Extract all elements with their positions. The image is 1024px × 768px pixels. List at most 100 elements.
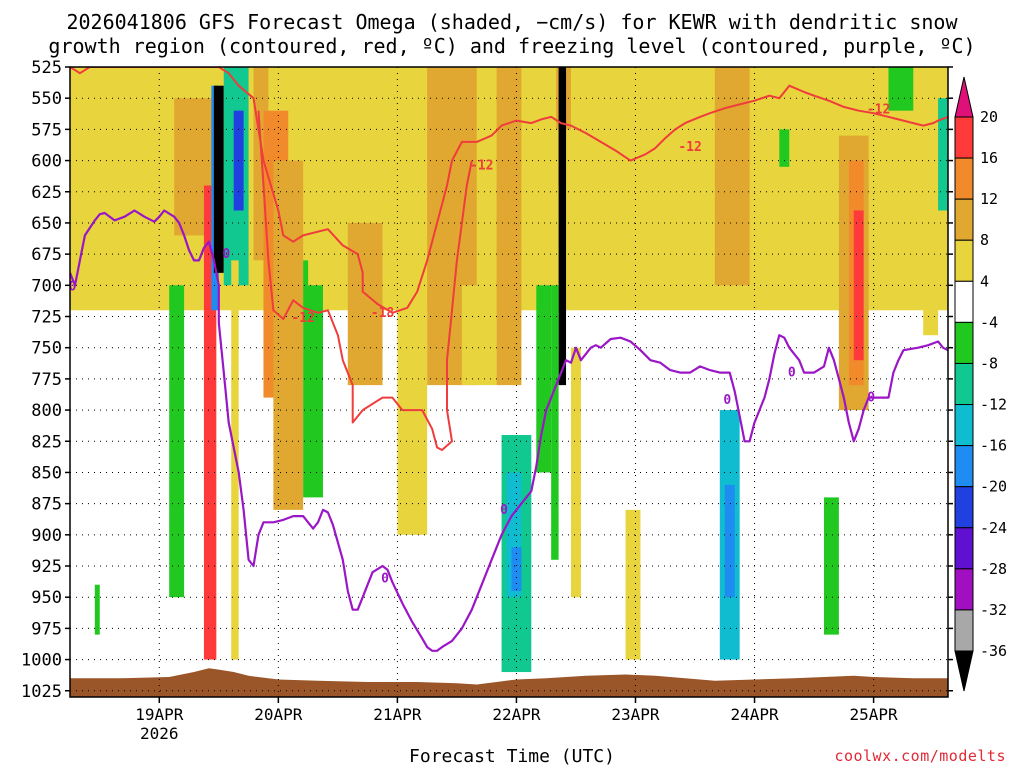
y-tick-label: 800 [31,401,62,421]
axes: 525 550 575 600 625 650 675 700 725 750 775 800 825 8… [21,58,953,743]
y-tick-label: 1025 [21,682,62,702]
omega-region [461,285,497,386]
contour-label: -12 [291,311,314,326]
contour-label: 0 [867,391,875,406]
y-tick-label: 650 [31,214,62,234]
colorbar-bin [954,116,974,159]
colorbar-label: 12 [980,190,998,208]
y-tick-label: 550 [31,89,62,109]
colorbar-label: -12 [980,396,1007,414]
colorbar-label: -16 [980,437,1007,455]
colorbar-bin [954,609,974,652]
contour-label: -18 [371,306,395,321]
colorbar-bin [954,527,974,570]
snow-growth-contour [70,67,948,314]
omega-region [923,285,939,336]
omega-region [625,509,641,660]
chart-title-line-2: growth region (contoured, red, ºC) and f… [48,34,976,58]
credit-text: coolwx.com/modelts [834,747,1006,765]
y-tick-label: 775 [31,370,62,390]
x-tick-label: 24APR [730,705,779,724]
omega-region [94,584,100,635]
colorbar-under-arrow [954,650,974,692]
omega-region [779,129,790,167]
colorbar-label: -24 [980,519,1007,537]
y-tick-label: 750 [31,339,62,359]
snow-growth-contour [257,110,473,451]
colorbar-label: -28 [980,560,1007,578]
contour-label: 0 [723,393,731,408]
omega-region [169,285,185,598]
colorbar-bin [954,445,974,488]
omega-region [558,67,567,386]
omega-region [231,260,239,660]
contour-label: -12 [867,102,890,117]
chart-title-line-1: 2026041806 GFS Forecast Omega (shaded, −… [66,10,958,34]
plot-frame [69,66,949,698]
y-tick-label: 725 [31,308,62,328]
y-tick-label: 675 [31,245,62,265]
y-tick-label: 825 [31,432,62,452]
colorbar-over-arrow [954,76,974,118]
colorbar-bin [954,280,974,323]
omega-region [571,347,581,598]
y-tick-label: 900 [31,526,62,546]
contours: -12 -12 -12 -12 -18 0 0 0 0 0 0 0 [69,67,948,652]
terrain-area [70,668,948,697]
terrain [70,668,948,697]
y-tick-label: 700 [31,276,62,296]
omega-region [213,85,224,273]
freezing-level-contour [70,209,948,652]
colorbar-label: -4 [980,313,998,331]
omega-region [938,98,948,211]
omega-region [714,67,750,286]
y-tick-label: 625 [31,183,62,203]
x-tick-label: 25APR [850,705,899,724]
y-tick-label: 525 [31,58,62,78]
y-tick-label: 925 [31,557,62,577]
omega-shading [70,67,948,673]
y-tick-label: 1000 [21,651,62,671]
omega-region [397,110,428,535]
colorbar-bin [954,404,974,447]
omega-region [551,285,559,560]
colorbar-bin [954,321,974,364]
omega-region [635,67,666,161]
colorbar-bin [954,198,974,241]
colorbar-bin [954,239,974,282]
x-tick-sublabel: 2026 [140,724,179,743]
omega-region [511,547,522,591]
contour-label: 0 [222,247,230,262]
omega-region [104,67,115,286]
omega-region [724,484,735,598]
colorbar-bin [954,362,974,406]
x-tick-label: 21APR [373,705,422,724]
colorbar-bin [954,486,974,529]
x-axis-label: Forecast Time (UTC) [409,746,615,767]
contour-label: 0 [500,503,508,518]
colorbar-label: 16 [980,149,998,167]
colorbar-label: -32 [980,601,1007,619]
colorbar-label: 8 [980,231,989,249]
y-tick-label: 975 [31,619,62,639]
y-tick-label: 850 [31,463,62,483]
y-tick-label: 600 [31,152,62,172]
x-tick-label: 19APR [135,705,184,724]
y-tick-label: 950 [31,588,62,608]
x-tick-label: 22APR [492,705,541,724]
omega-region [308,67,328,286]
colorbar-label: -36 [980,642,1007,660]
contour-label: -12 [470,159,493,174]
x-tick-label: 23APR [611,705,660,724]
y-tick-label: 875 [31,495,62,515]
colorbar: 20 16 12 8 4 -4 -8 -12 -16 -20 -24 -28 -32 -36 [954,76,1007,692]
colorbar-bin [954,568,974,611]
omega-region [823,497,839,635]
omega-region [759,98,780,186]
contour-label: 0 [788,366,796,381]
contour-label: 0 [69,280,77,295]
colorbar-bin [954,157,974,200]
omega-region [496,67,522,386]
colorbar-label: -20 [980,478,1007,496]
